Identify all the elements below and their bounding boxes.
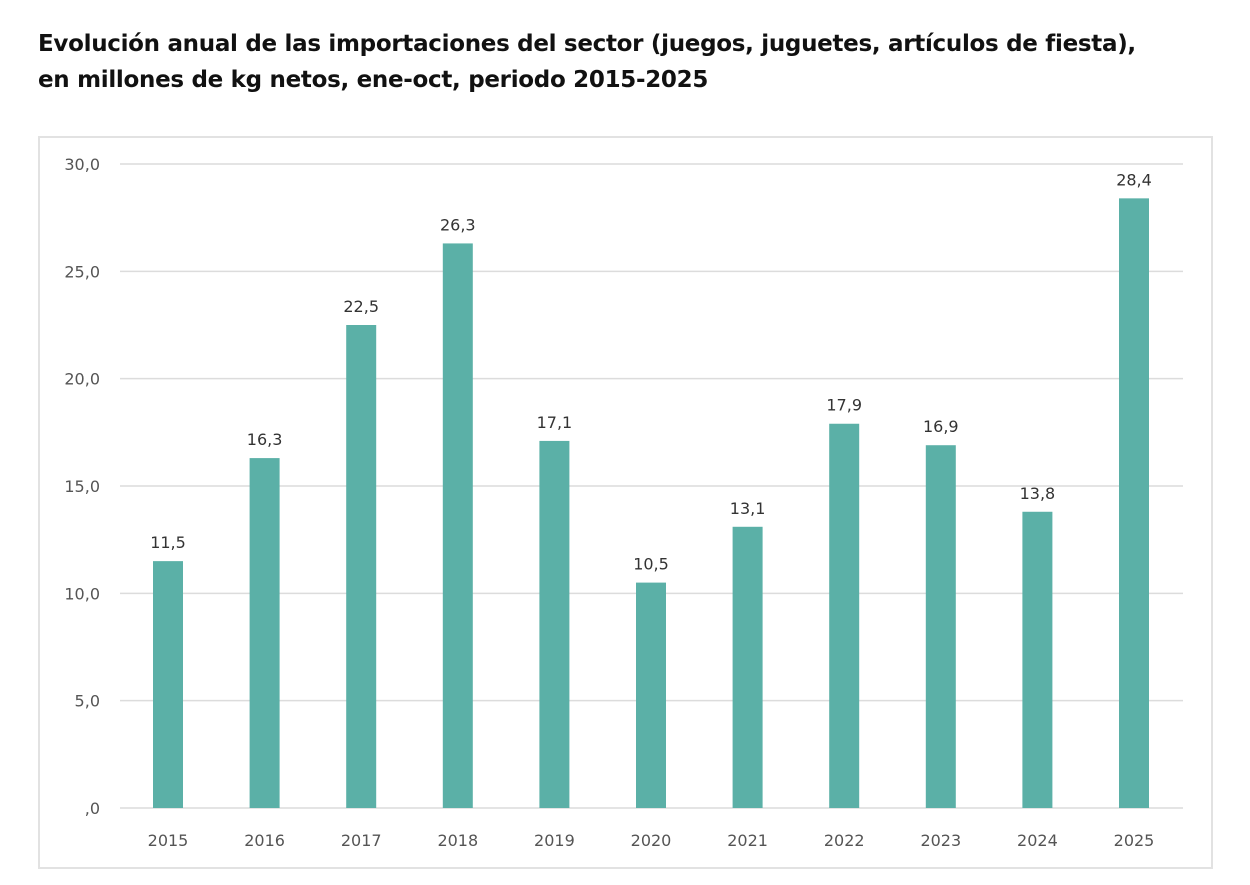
data-label-2016: 16,3	[247, 430, 283, 449]
chart-frame	[38, 136, 1213, 869]
data-label-2015: 11,5	[150, 533, 186, 552]
bar-2017	[346, 325, 377, 808]
data-label-2018: 26,3	[440, 215, 476, 234]
x-tick-label: 2023	[920, 831, 961, 850]
y-tick-label: 5,0	[75, 692, 100, 711]
data-label-2020: 10,5	[633, 555, 669, 574]
bar-2021	[732, 526, 763, 808]
data-label-2017: 22,5	[343, 297, 379, 316]
y-tick-label: 20,0	[64, 370, 100, 389]
title-line-1: Evolución anual de las importaciones del…	[38, 31, 1136, 57]
bar-2024	[1022, 511, 1053, 808]
data-label-2019: 17,1	[537, 413, 573, 432]
bar-2018	[442, 243, 473, 809]
title-line-2: en millones de kg netos, ene-oct, period…	[38, 67, 709, 93]
y-tick-label: 25,0	[64, 262, 100, 281]
bar-2025	[1119, 198, 1149, 808]
bar-2022	[829, 423, 860, 808]
bar-2023	[925, 445, 956, 808]
x-tick-label: 2016	[244, 831, 285, 850]
y-tick-label: ,0	[85, 799, 100, 818]
data-label-2023: 16,9	[923, 417, 959, 436]
bar-2016	[249, 458, 280, 808]
x-tick-label: 2022	[824, 831, 865, 850]
x-tick-label: 2025	[1114, 831, 1155, 850]
y-tick-label: 30,0	[64, 155, 100, 174]
data-label-2022: 17,9	[826, 396, 862, 415]
x-tick-label: 2017	[341, 831, 382, 850]
chart-title: Evolución anual de las importaciones del…	[38, 26, 1228, 98]
y-tick-label: 15,0	[64, 477, 100, 496]
bar-2019	[539, 440, 570, 808]
x-tick-label: 2020	[631, 831, 672, 850]
data-label-2021: 13,1	[730, 499, 766, 518]
x-tick-label: 2021	[727, 831, 768, 850]
bar-2015	[153, 561, 183, 808]
x-tick-label: 2024	[1017, 831, 1058, 850]
x-tick-label: 2018	[437, 831, 478, 850]
x-tick-label: 2015	[148, 831, 189, 850]
y-tick-label: 10,0	[64, 584, 100, 603]
data-label-2024: 13,8	[1020, 484, 1056, 503]
x-tick-label: 2019	[534, 831, 575, 850]
data-label-2025: 28,4	[1116, 170, 1152, 189]
bar-2020	[636, 582, 666, 808]
